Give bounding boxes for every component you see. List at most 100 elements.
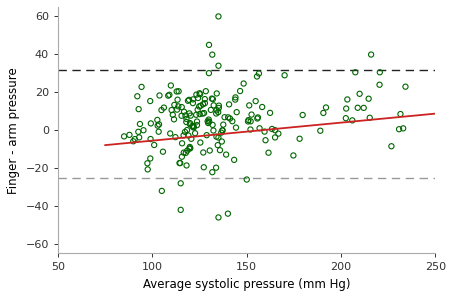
Point (395, 127, 403, 132)
Point (171, 103, 178, 107)
Point (376, 70, 383, 75)
Point (210, 103, 217, 108)
Point (155, 122, 163, 127)
Point (221, 115, 228, 119)
Point (215, 103, 222, 108)
Point (259, 105, 266, 109)
Point (220, 122, 227, 127)
Point (252, 99, 259, 103)
Point (193, 123, 201, 128)
Point (367, 52, 375, 57)
Point (186, 146, 193, 151)
Point (164, 93, 172, 98)
Point (187, 146, 194, 150)
Point (254, 116, 261, 121)
Point (196, 112, 203, 117)
Point (397, 112, 404, 117)
Point (126, 133, 133, 137)
Point (213, 108, 220, 113)
Point (218, 139, 226, 144)
Point (268, 127, 275, 131)
Point (232, 125, 240, 130)
Point (200, 165, 207, 170)
Point (147, 99, 154, 103)
Point (232, 95, 239, 100)
Point (180, 133, 187, 138)
Point (402, 84, 409, 89)
Point (205, 71, 212, 75)
Point (177, 207, 184, 212)
Point (265, 150, 272, 155)
Point (215, 105, 222, 110)
Point (154, 123, 161, 128)
Point (253, 74, 260, 79)
Point (255, 71, 263, 76)
Point (134, 94, 141, 99)
Point (181, 130, 188, 134)
Point (400, 126, 407, 131)
Point (186, 122, 193, 127)
Point (155, 129, 162, 134)
Point (231, 157, 238, 162)
Point (225, 115, 232, 120)
Point (317, 128, 324, 133)
Point (356, 91, 363, 96)
Point (212, 165, 220, 170)
Point (207, 108, 214, 112)
Point (183, 148, 191, 153)
Point (213, 91, 220, 96)
Point (182, 113, 189, 118)
Point (214, 143, 222, 148)
Point (144, 167, 151, 172)
Point (135, 129, 142, 134)
Point (193, 119, 201, 124)
Point (178, 113, 185, 118)
Point (352, 70, 359, 75)
Point (203, 133, 210, 138)
Point (219, 128, 226, 133)
Point (183, 117, 190, 121)
Point (256, 126, 263, 131)
Point (192, 131, 199, 136)
Point (190, 125, 198, 130)
Point (188, 136, 195, 141)
Point (219, 128, 226, 133)
Point (182, 150, 189, 155)
Point (229, 119, 236, 124)
Point (205, 43, 212, 47)
Point (167, 83, 174, 88)
Point (199, 102, 207, 107)
Point (197, 92, 204, 97)
Point (215, 63, 222, 68)
Point (194, 96, 202, 100)
Point (170, 117, 178, 122)
Point (320, 111, 327, 115)
Point (243, 177, 251, 182)
Point (206, 119, 213, 124)
Point (193, 92, 200, 97)
Point (360, 105, 367, 110)
Point (160, 105, 168, 110)
Point (175, 104, 182, 109)
Point (206, 148, 213, 153)
Point (147, 156, 154, 161)
Point (178, 105, 185, 109)
Point (342, 116, 349, 121)
Point (189, 125, 197, 129)
Point (354, 105, 361, 110)
Point (176, 161, 183, 165)
Point (154, 118, 161, 122)
Point (185, 97, 193, 102)
Point (281, 73, 288, 78)
Point (183, 128, 191, 132)
Point (266, 111, 274, 115)
Point (159, 149, 167, 154)
Point (172, 135, 179, 139)
Point (190, 124, 197, 128)
Point (271, 135, 279, 140)
Point (200, 111, 207, 115)
Point (167, 131, 174, 136)
Point (189, 123, 196, 128)
Point (197, 140, 204, 145)
Point (366, 115, 373, 120)
